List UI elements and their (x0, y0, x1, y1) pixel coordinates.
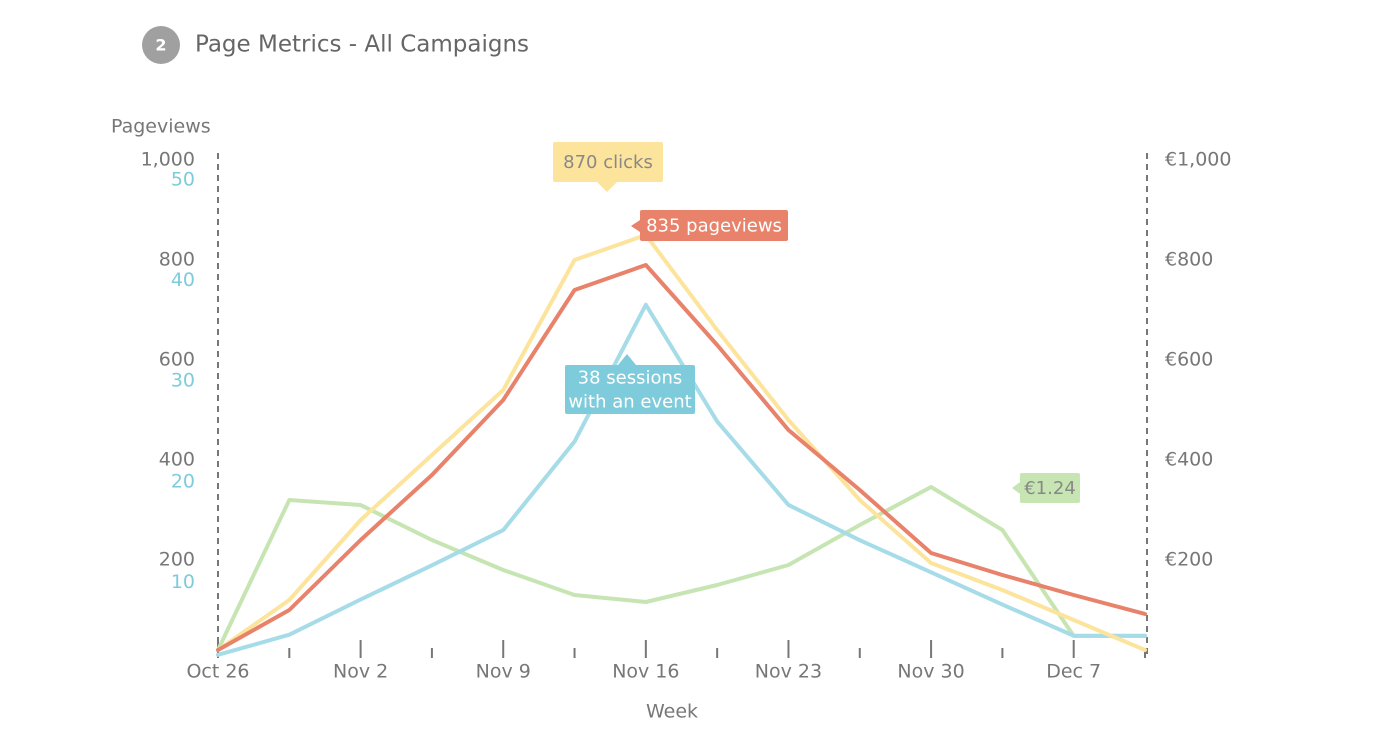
x-axis-label: Week (646, 701, 698, 723)
y-tick-label: 600 (159, 349, 195, 371)
annotation-pointer (618, 354, 636, 365)
x-tick-label: Nov 30 (897, 661, 964, 683)
y-tick-label: 800 (159, 249, 195, 271)
y-axis-label: Pageviews (111, 116, 211, 138)
annotation: 38 sessions with an event (565, 354, 695, 414)
y3-tick-label: €200 (1165, 549, 1213, 571)
annotation-box (553, 142, 663, 182)
badge-number: 2 (155, 36, 166, 55)
x-tick-label: Nov 16 (612, 661, 679, 683)
annotation-text: 870 clicks (563, 152, 653, 173)
x-tick-label: Nov 9 (476, 661, 531, 683)
annotation-box (1020, 473, 1080, 503)
annotation-text: 835 pageviews (646, 216, 782, 237)
y2-tick-label: 20 (171, 470, 195, 492)
annotation-pointer (597, 182, 617, 192)
x-tick-label: Dec 7 (1046, 661, 1101, 683)
series-line (216, 302, 1147, 657)
y-tick-label: 400 (159, 449, 195, 471)
y3-tick-label: €1,000 (1165, 149, 1231, 171)
y2-tick-label: 30 (171, 370, 195, 392)
annotation-box (640, 210, 788, 241)
annotation-text: €1.24 (1024, 478, 1076, 499)
y3-tick-label: €600 (1165, 349, 1213, 371)
annotation-box (565, 365, 695, 414)
x-tick-label: Oct 26 (186, 661, 249, 683)
series-line (216, 263, 1147, 652)
x-tick-label: Nov 2 (333, 661, 388, 683)
annotation: 835 pageviews (631, 210, 788, 241)
annotation-pointer (1012, 482, 1020, 494)
chart-title: Page Metrics - All Campaigns (195, 32, 529, 58)
y3-tick-label: €800 (1165, 249, 1213, 271)
annotation: €1.24 (1012, 473, 1080, 503)
annotation-text: with an event (568, 392, 691, 413)
annotation-text: 38 sessions (578, 368, 683, 389)
annotation-pointer (631, 220, 640, 232)
y-tick-label: 200 (159, 549, 195, 571)
badge (142, 26, 180, 64)
y3-tick-label: €400 (1165, 449, 1213, 471)
series-line (216, 233, 1147, 652)
y2-tick-label: 10 (171, 571, 195, 593)
series-line (216, 485, 1147, 652)
y2-tick-label: 50 (171, 169, 195, 191)
annotation: 870 clicks (553, 142, 663, 192)
y2-tick-label: 40 (171, 269, 195, 291)
x-tick-label: Nov 23 (755, 661, 822, 683)
y-tick-label: 1,000 (141, 149, 195, 171)
